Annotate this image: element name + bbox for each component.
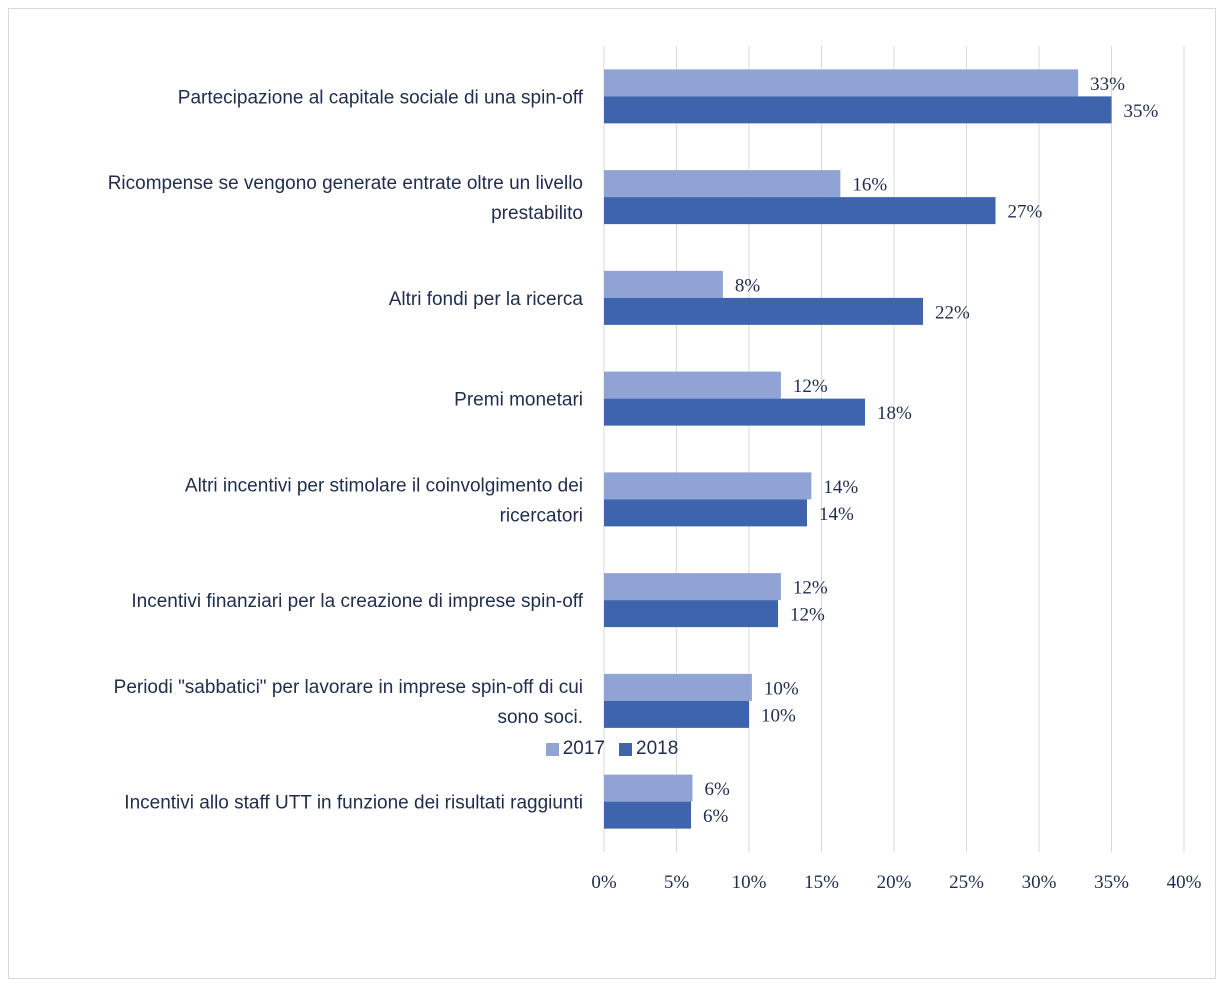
data-label-2017: 8% [735, 275, 761, 296]
legend-item-2017: 2017 [545, 738, 605, 760]
bar-2017 [604, 573, 781, 601]
data-label-2017: 12% [793, 376, 828, 397]
category-label: Altri fondi per la ricerca [389, 289, 584, 310]
legend-swatch-2017 [545, 742, 559, 756]
data-label-2018: 22% [935, 302, 970, 323]
bar-2017 [604, 170, 841, 198]
bar-2017 [604, 673, 752, 701]
x-tick-label: 40% [1167, 872, 1202, 893]
bar-2018 [604, 700, 749, 728]
legend-label-2017: 2017 [562, 738, 605, 759]
bar-2018 [604, 297, 923, 325]
category-label: Incentivi finanziari per la creazione di… [131, 591, 583, 612]
data-label-2018: 10% [761, 705, 796, 726]
data-label-2017: 10% [764, 678, 799, 699]
category-label: Premi monetari [454, 390, 583, 411]
bar-2018 [604, 801, 691, 829]
x-tick-label: 20% [877, 872, 912, 893]
category-label: Periodi "sabbatici" per lavorare in impr… [114, 677, 583, 728]
bar-2017 [604, 270, 723, 298]
category-label-line: Partecipazione al capitale sociale di un… [178, 87, 584, 108]
data-label-2017: 12% [793, 578, 828, 599]
bar-2017 [604, 69, 1079, 97]
bars [604, 69, 1112, 829]
category-label-line: prestabilito [491, 203, 583, 224]
category-label-line: sono soci. [497, 707, 583, 728]
category-label: Partecipazione al capitale sociale di un… [178, 87, 584, 108]
category-label-line: Periodi "sabbatici" per lavorare in impr… [114, 677, 583, 698]
category-label-line: Premi monetari [454, 390, 583, 411]
legend: 2017 2018 [0, 738, 1224, 760]
x-axis-ticks: 0% 5% 10% 15% 20% 25% 30% 35% 40% [591, 872, 1201, 893]
data-label-2018: 12% [790, 605, 825, 626]
x-tick-label: 25% [949, 872, 984, 893]
x-tick-label: 15% [804, 872, 839, 893]
x-tick-label: 10% [732, 872, 767, 893]
bar-2018 [604, 96, 1112, 124]
legend-label-2018: 2018 [636, 738, 679, 759]
category-label: Incentivi allo staff UTT in funzione dei… [124, 793, 583, 814]
category-label-line: Altri fondi per la ricerca [389, 289, 584, 310]
category-label-line: ricercatori [500, 505, 583, 526]
category-label-line: Incentivi finanziari per la creazione di… [131, 591, 583, 612]
data-label-2017: 6% [704, 779, 730, 800]
legend-swatch-2018 [619, 742, 632, 756]
bar-2017 [604, 774, 693, 802]
bar-2018 [604, 197, 996, 225]
bar-2017 [604, 371, 781, 399]
x-tick-label: 30% [1022, 872, 1057, 893]
data-label-2017: 33% [1090, 74, 1125, 95]
data-label-2017: 16% [852, 175, 887, 196]
x-tick-label: 0% [591, 872, 617, 893]
gridlines [603, 46, 1185, 852]
x-tick-label: 35% [1094, 872, 1129, 893]
x-tick-label: 5% [664, 872, 690, 893]
data-label-2018: 27% [1008, 202, 1043, 223]
data-labels: 33% 35% 16% 27% 8% 22% 12% 18% 14% 14% 12% 12% 10% 10… [703, 74, 1159, 827]
data-label-2018: 6% [703, 806, 729, 827]
bar-2018 [604, 600, 778, 628]
legend-item-2018: 2018 [619, 738, 678, 760]
category-labels: Partecipazione al capitale sociale di un… [108, 87, 584, 813]
category-label-line: Altri incentivi per stimolare il coinvol… [185, 475, 583, 496]
data-label-2017: 14% [823, 477, 858, 498]
data-label-2018: 14% [819, 504, 854, 525]
bar-2018 [604, 499, 807, 527]
category-label-line: Ricompense se vengono generate entrate o… [108, 173, 583, 194]
category-label: Ricompense se vengono generate entrate o… [108, 173, 583, 224]
data-label-2018: 35% [1124, 101, 1159, 122]
category-label: Altri incentivi per stimolare il coinvol… [185, 475, 583, 526]
bar-2017 [604, 472, 812, 500]
category-label-line: Incentivi allo staff UTT in funzione dei… [124, 793, 583, 814]
data-label-2018: 18% [877, 403, 912, 424]
bar-2018 [604, 398, 865, 426]
